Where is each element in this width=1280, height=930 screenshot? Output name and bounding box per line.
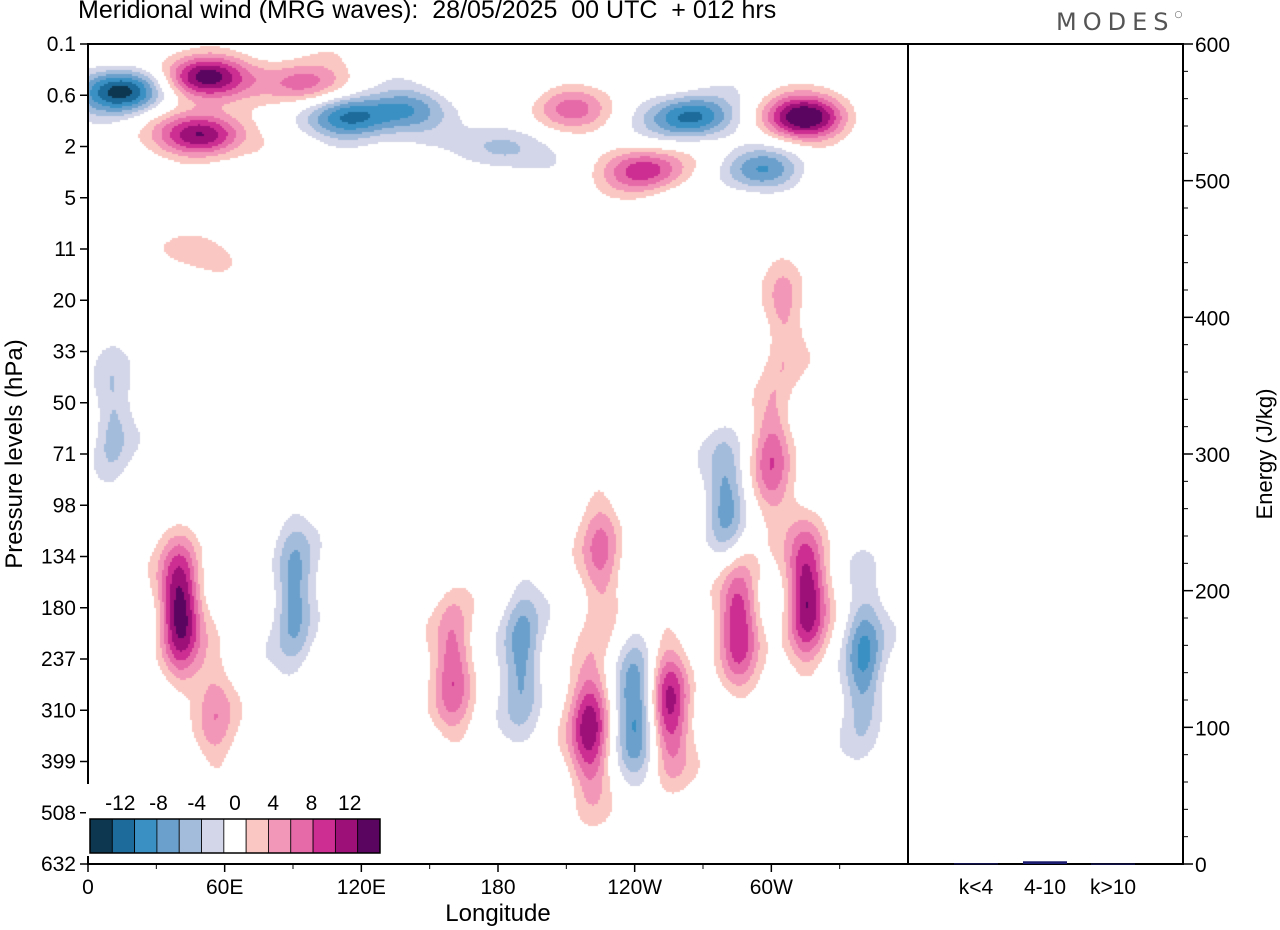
x-tick-label: 120E	[337, 876, 386, 899]
colorbar-swatch	[156, 818, 180, 854]
energy-tick-label: 500	[1195, 171, 1230, 194]
energy-category-label: k<4	[959, 876, 994, 899]
x-tick-label: 120W	[607, 876, 662, 899]
y-axis-label: Pressure levels (hPa)	[1, 339, 28, 568]
colorbar-swatch	[268, 818, 292, 854]
energy-tick-label: 100	[1195, 717, 1230, 740]
y-tick-label: 237	[41, 648, 76, 671]
colorbar-swatch	[290, 818, 314, 854]
colorbar: -12 -8 -4 0 4 8 12	[86, 784, 384, 856]
colorbar-frame	[89, 818, 381, 854]
colorbar-swatch	[357, 818, 381, 854]
y-tick-label: 20	[53, 289, 76, 312]
colorbar-label: 8	[306, 792, 318, 815]
y-tick-label: 98	[53, 494, 76, 517]
logo-text: MODES	[1056, 8, 1175, 36]
bar-frame	[907, 43, 1184, 865]
energy-tick-label: 300	[1195, 444, 1230, 467]
y-tick-label: 508	[41, 802, 76, 825]
x-tick-label: 60E	[206, 876, 243, 899]
energy-tick-label: 400	[1195, 307, 1230, 330]
y-tick-label: 310	[41, 699, 76, 722]
y-tick-label: 50	[53, 392, 76, 415]
y-tick-label: 134	[41, 546, 76, 569]
energy-bar-k<4	[954, 863, 998, 865]
colorbar-label: 4	[267, 792, 279, 815]
colorbar-swatch	[134, 818, 158, 854]
colorbar-label: 12	[338, 792, 361, 815]
y-tick-label: 11	[54, 238, 76, 261]
energy-bar-4-10	[1023, 861, 1067, 864]
x-tick-label: 0	[82, 876, 94, 899]
y-tick-label: 180	[41, 597, 76, 620]
energy-category-label: k>10	[1090, 876, 1136, 899]
colorbar-label: -12	[105, 792, 135, 815]
colorbar-swatch	[312, 818, 336, 854]
energy-tick-label: 600	[1195, 34, 1230, 57]
colorbar-swatch	[178, 818, 202, 854]
colorbar-label: 0	[229, 792, 241, 815]
y-tick-label: 399	[41, 751, 76, 774]
heatmap-field	[88, 44, 908, 864]
colorbar-swatch	[89, 818, 113, 854]
chart-title: Meridional wind (MRG waves): 28/05/2025 …	[78, 0, 777, 24]
colorbar-swatch	[201, 818, 225, 854]
modes-logo: MODES○	[1056, 8, 1183, 36]
x-tick-label: 180	[480, 876, 515, 899]
y-tick-label: 33	[53, 341, 76, 364]
energy-tick-label: 0	[1195, 854, 1207, 877]
colorbar-swatch	[223, 818, 247, 854]
colorbar-label: -8	[149, 792, 168, 815]
colorbar-swatch	[245, 818, 269, 854]
y-tick-label: 632	[41, 853, 76, 876]
y-tick-label: 71	[53, 443, 76, 466]
colorbar-label: -4	[187, 792, 206, 815]
colorbar-swatch	[111, 818, 136, 854]
heatmap-image	[88, 44, 908, 864]
energy-bar-k>10	[1091, 863, 1135, 865]
x-axis-label: Longitude	[445, 900, 550, 927]
y-tick-label: 2	[64, 136, 76, 159]
y-tick-label: 5	[64, 187, 76, 210]
energy-axis-label: Energy (J/kg)	[1252, 389, 1277, 520]
y-tick-label: 0.1	[47, 33, 76, 56]
colorbar-swatch	[334, 818, 359, 854]
y-tick-label: 0.6	[47, 84, 76, 107]
x-tick-label: 60W	[750, 876, 793, 899]
energy-tick-label: 200	[1195, 581, 1230, 604]
energy-category-label: 4-10	[1024, 876, 1066, 899]
energy-bar-chart: 0 100 200 300 400 500 600 Energy (J/kg) k<4 4-10 k…	[907, 34, 1277, 899]
